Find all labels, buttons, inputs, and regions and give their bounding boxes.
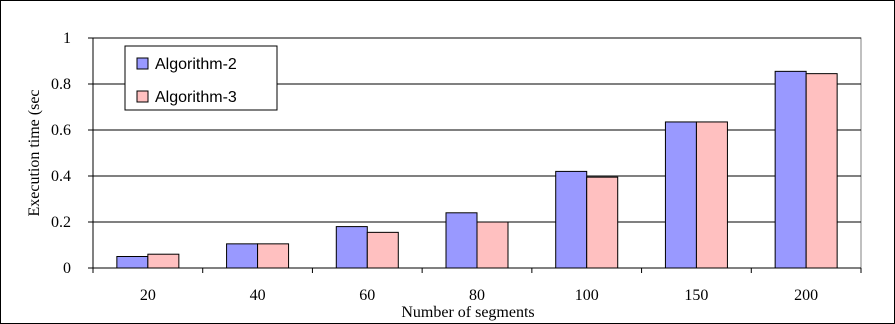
- x-tick-labels: 20 40 60 80 100 150 200: [140, 287, 818, 304]
- legend-box: [124, 45, 278, 111]
- bar-algorithm-3-40: [257, 243, 290, 269]
- legend-swatch-algorithm-2: [136, 57, 149, 70]
- x-tick-label: 200: [794, 287, 818, 304]
- y-tick-labels: 0 0.2 0.4 0.6 0.8 1: [51, 30, 71, 277]
- x-tick-label: 80: [469, 287, 485, 304]
- bar-algorithm-2-100: [555, 170, 588, 269]
- bar-algorithm-2-80: [445, 212, 478, 269]
- legend-label-algorithm-3: Algorithm-3: [155, 89, 237, 106]
- bar-algorithm-2-60: [335, 226, 368, 269]
- bar-algorithm-3-60: [366, 231, 399, 269]
- y-tick-label: 0.2: [51, 214, 71, 231]
- gridlines: [93, 37, 861, 223]
- bar-algorithm-3-150: [695, 121, 728, 269]
- bar-algorithm-3-20: [147, 253, 180, 269]
- x-tick-label: 40: [250, 287, 266, 304]
- y-tick-label: 0.6: [51, 122, 71, 139]
- x-tick-label: 150: [684, 287, 708, 304]
- bar-algorithm-2-20: [116, 256, 149, 269]
- x-tick-label: 20: [140, 287, 156, 304]
- y-tick-label: 0: [63, 260, 71, 277]
- legend-swatch-algorithm-3: [136, 90, 149, 103]
- y-tick-label: 0.8: [51, 76, 71, 93]
- bar-algorithm-2-40: [226, 243, 259, 269]
- legend: Algorithm-2 Algorithm-3: [124, 45, 278, 111]
- legend-label-algorithm-2: Algorithm-2: [155, 56, 237, 73]
- bar-algorithm-3-80: [476, 221, 509, 269]
- bar-algorithm-2-150: [664, 121, 697, 269]
- y-tick-label: 1: [63, 30, 71, 47]
- bar-algorithm-2-200: [774, 70, 807, 269]
- bar-algorithm-3-200: [805, 73, 838, 269]
- x-tick-label: 60: [359, 287, 375, 304]
- axis-ticks: [88, 37, 862, 273]
- x-axis-title: Number of segments: [401, 304, 534, 321]
- bars: [116, 70, 838, 269]
- y-axis-title: Execution time (sec: [26, 89, 43, 216]
- x-tick-label: 100: [575, 287, 599, 304]
- y-tick-label: 0.4: [51, 168, 71, 185]
- bar-algorithm-3-100: [586, 176, 619, 269]
